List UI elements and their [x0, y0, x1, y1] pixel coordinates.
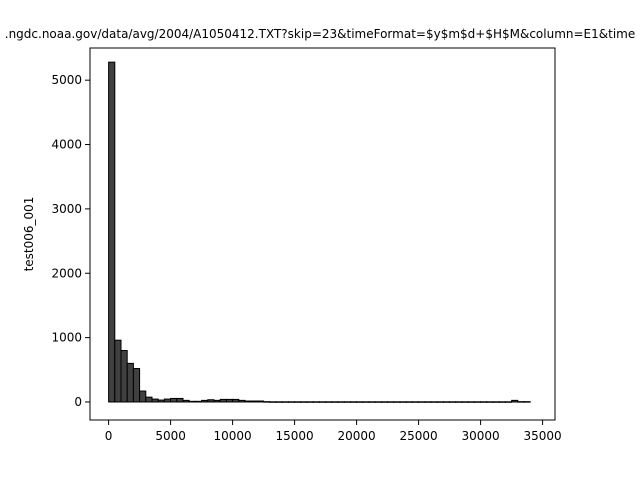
histogram-bar — [219, 398, 227, 403]
histogram-bar — [356, 401, 364, 403]
plot-frame — [89, 47, 556, 421]
x-tick-label: 0 — [105, 429, 113, 443]
histogram-bar — [287, 401, 296, 403]
histogram-bar — [511, 399, 519, 403]
histogram-bar — [517, 401, 525, 403]
histogram-bar — [170, 397, 178, 403]
histogram-bar — [430, 401, 438, 403]
y-tick-label: 4000 — [51, 138, 82, 152]
histogram-bar — [436, 401, 444, 403]
y-tick-label: 2000 — [51, 266, 82, 280]
histogram-bar — [194, 400, 203, 403]
histogram-bar — [269, 401, 277, 403]
histogram-bar — [442, 401, 451, 403]
histogram-bar — [201, 399, 209, 403]
y-tick-label: 5000 — [51, 73, 82, 87]
histogram-bar — [275, 401, 283, 403]
x-tick-label: 20000 — [338, 429, 376, 443]
histogram-bar — [405, 401, 413, 403]
y-tick-label: 1000 — [51, 331, 82, 345]
y-tick-label: 0 — [74, 395, 82, 409]
histogram-bar — [263, 401, 271, 403]
chart-title: .ngdc.noaa.gov/data/avg/2004/A1050412.TX… — [5, 27, 636, 41]
x-tick-label: 5000 — [155, 429, 186, 443]
histogram-bar — [504, 401, 513, 403]
histogram-bar — [108, 61, 116, 403]
histogram-bar — [337, 401, 345, 403]
histogram-bar — [139, 390, 147, 403]
histogram-bar — [244, 400, 252, 403]
histogram-bar — [176, 397, 184, 403]
histogram-bar — [151, 398, 159, 403]
histogram-bar — [455, 401, 463, 403]
histogram-bar — [492, 401, 500, 403]
histogram-bar — [411, 401, 420, 403]
y-axis-label: test006_001 — [22, 197, 36, 272]
histogram-bar — [188, 400, 196, 403]
x-tick-label: 35000 — [524, 429, 562, 443]
histogram-bar — [163, 398, 172, 403]
histogram-bar — [362, 401, 370, 403]
histogram-bar — [114, 339, 122, 403]
histogram-bar — [250, 400, 258, 403]
histogram-bar — [306, 401, 314, 403]
histogram-bar — [424, 401, 432, 403]
histogram-bar — [498, 401, 506, 403]
histogram-bar — [393, 401, 401, 403]
x-tick-label: 10000 — [214, 429, 252, 443]
histogram-bar — [473, 401, 482, 403]
histogram-bar — [225, 398, 234, 403]
x-tick-label: 15000 — [276, 429, 314, 443]
histogram-bar — [343, 401, 351, 403]
histogram-bar — [126, 362, 134, 403]
histogram-bar — [486, 401, 494, 403]
histogram-bar — [294, 401, 302, 403]
histogram-bar — [120, 349, 128, 403]
histogram-bar — [157, 399, 165, 403]
histogram-bar — [213, 399, 221, 403]
histogram-bar — [312, 401, 320, 403]
histogram-bar — [380, 401, 389, 403]
histogram-bar — [387, 401, 395, 403]
histogram-bar — [418, 401, 426, 403]
histogram-bar — [300, 401, 308, 403]
x-tick-label: 30000 — [462, 429, 500, 443]
histogram-bar — [461, 401, 469, 403]
histogram-bar — [182, 399, 190, 403]
histogram-bar — [145, 396, 153, 403]
histogram-bar — [207, 399, 215, 403]
histogram-bar — [331, 401, 339, 403]
x-tick-label: 25000 — [400, 429, 438, 443]
histogram-bar — [374, 401, 382, 403]
histogram-bar — [467, 401, 475, 403]
histogram-bar — [349, 401, 358, 403]
y-tick-label: 3000 — [51, 202, 82, 216]
histogram-bar — [449, 401, 457, 403]
histogram-bar — [523, 401, 531, 403]
histogram-bar — [232, 398, 240, 403]
histogram-bar — [281, 401, 289, 403]
histogram-bar — [256, 400, 265, 403]
histogram-bar — [238, 399, 246, 403]
histogram-bar — [399, 401, 407, 403]
histogram-bar — [480, 401, 488, 403]
histogram-bar — [368, 401, 376, 403]
histogram-bar — [132, 368, 141, 403]
histogram-bar — [325, 401, 333, 403]
histogram-bar — [318, 401, 327, 403]
